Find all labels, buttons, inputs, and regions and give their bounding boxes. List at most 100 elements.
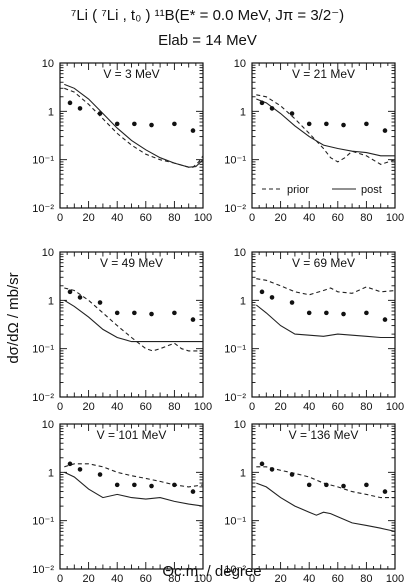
plot-frame — [59, 251, 204, 398]
data-point — [364, 121, 369, 127]
x-tick-label: 80 — [360, 212, 372, 224]
x-tick-label: 80 — [168, 401, 180, 413]
x-tick-label: 20 — [82, 212, 94, 224]
data-point — [172, 482, 177, 488]
series-post — [64, 471, 204, 507]
y-tick-label: 10⁻² — [224, 203, 246, 215]
data-point — [306, 310, 312, 316]
panel-title: V = 101 MeV — [97, 428, 167, 442]
plot-frame — [251, 251, 396, 398]
x-tick-label: 0 — [57, 212, 63, 224]
y-tick-label: 10⁻¹ — [32, 516, 54, 528]
y-tick-label: 1 — [48, 106, 54, 118]
plot-frame — [59, 423, 204, 570]
series-prior — [64, 87, 204, 168]
data-point — [382, 128, 388, 133]
panel-title: V = 69 MeV — [292, 256, 355, 270]
panel-title: V = 3 MeV — [103, 67, 159, 81]
data-point — [114, 482, 120, 488]
data-point — [114, 121, 120, 127]
series-post — [256, 482, 396, 532]
data-point — [190, 489, 196, 494]
plot-frame — [59, 62, 204, 209]
x-tick-label: 60 — [332, 212, 344, 224]
data-point — [341, 483, 346, 489]
data-point — [259, 461, 265, 467]
panel-title: V = 49 MeV — [100, 256, 163, 270]
x-tick-label: 100 — [194, 573, 212, 583]
legend-prior-label: prior — [287, 184, 309, 196]
y-tick-label: 10 — [234, 419, 246, 431]
y-tick-label: 1 — [240, 295, 246, 307]
x-tick-label: 100 — [194, 212, 212, 224]
series-prior — [256, 278, 396, 296]
x-tick-label: 0 — [57, 401, 63, 413]
data-point — [67, 461, 73, 467]
y-tick-label: 10⁻² — [32, 392, 54, 404]
y-tick-label: 10⁻¹ — [224, 155, 246, 167]
x-tick-label: 0 — [57, 573, 63, 583]
x-tick-label: 100 — [194, 401, 212, 413]
x-tick-label: 40 — [303, 573, 315, 583]
data-point — [172, 310, 177, 316]
data-point — [382, 317, 388, 322]
data-point — [269, 295, 275, 300]
y-tick-label: 10⁻¹ — [32, 344, 54, 356]
data-point — [190, 317, 196, 322]
x-tick-label: 60 — [332, 573, 344, 583]
data-point — [259, 289, 265, 295]
x-tick-label: 40 — [111, 401, 123, 413]
data-point — [382, 489, 388, 494]
data-point — [324, 121, 329, 127]
data-point — [289, 300, 295, 305]
data-point — [269, 106, 275, 111]
y-tick-label: 10⁻¹ — [224, 344, 246, 356]
series-prior — [64, 287, 203, 352]
y-tick-label: 10⁻² — [32, 203, 54, 215]
x-tick-label: 20 — [274, 573, 286, 583]
x-tick-label: 20 — [82, 573, 94, 583]
x-tick-label: 40 — [111, 212, 123, 224]
data-point — [149, 311, 154, 317]
data-point — [67, 100, 73, 106]
data-point — [77, 467, 83, 472]
y-tick-label: 10 — [234, 58, 246, 70]
series-post — [255, 304, 395, 339]
data-point — [97, 111, 103, 116]
reaction-title: ⁷Li ( ⁷Li , t₀ ) ¹¹B(E* = 0.0 MeV, Jπ = … — [70, 7, 345, 24]
data-point — [306, 121, 312, 127]
panel-title: V = 21 MeV — [292, 67, 355, 81]
data-point — [341, 122, 346, 128]
y-tick-label: 10 — [42, 247, 54, 259]
x-tick-label: 80 — [168, 212, 180, 224]
data-point — [132, 310, 137, 316]
data-point — [190, 128, 196, 133]
x-tick-label: 0 — [249, 573, 255, 583]
y-tick-label: 10⁻² — [224, 564, 246, 576]
data-point — [149, 483, 154, 489]
y-tick-label: 1 — [240, 467, 246, 479]
data-point — [269, 467, 275, 472]
y-tick-label: 1 — [48, 295, 54, 307]
series-prior — [256, 94, 396, 166]
y-tick-label: 10 — [234, 247, 246, 259]
y-tick-label: 10⁻¹ — [32, 155, 54, 167]
series-post — [64, 83, 204, 168]
data-point — [132, 121, 137, 127]
data-point — [289, 111, 295, 116]
y-tick-label: 1 — [48, 467, 54, 479]
data-point — [341, 311, 346, 317]
y-axis-label: dσ/dΩ / mb/sr — [5, 272, 22, 363]
data-point — [364, 482, 369, 488]
x-tick-label: 60 — [140, 212, 152, 224]
x-tick-label: 100 — [386, 212, 404, 224]
x-tick-label: 40 — [303, 212, 315, 224]
x-tick-label: 20 — [82, 401, 94, 413]
data-point — [172, 121, 177, 127]
